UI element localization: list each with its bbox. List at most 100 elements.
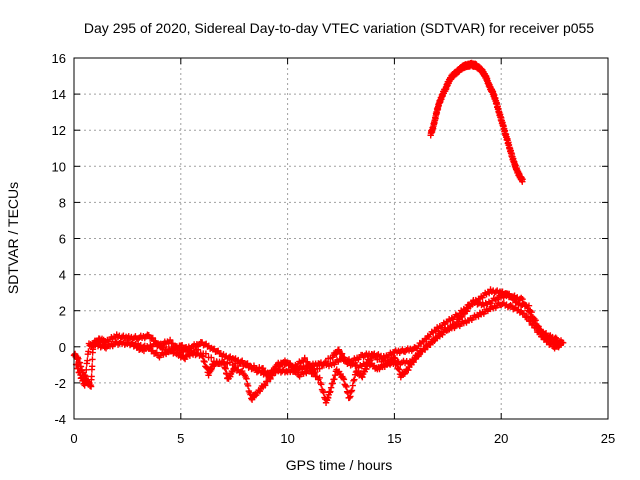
data-point [320,389,327,396]
data-point [268,372,276,379]
x-axis-label: GPS time / hours [286,457,393,473]
data-point [82,373,89,380]
data-point [331,375,338,383]
y-tick-label: 4 [59,268,66,283]
data-point [153,349,160,356]
data-point [308,362,315,370]
data-point [327,388,334,395]
data-point [200,357,207,365]
data-point [202,363,210,371]
grid-layer [74,58,608,419]
data-point [557,341,565,348]
points-layer [70,59,567,406]
data-point [89,356,96,363]
data-point [87,383,95,390]
data-point [553,335,560,343]
y-tick-label: 10 [52,159,66,174]
data-point [452,321,459,329]
data-point [312,368,319,376]
data-point [519,176,526,183]
data-point [340,376,348,383]
data-point [344,389,352,397]
data-point [341,354,348,361]
series-lower-track-c [130,290,560,383]
y-tick-label: 12 [52,123,66,138]
data-point [318,381,325,388]
data-point [548,340,556,347]
chart-title: Day 295 of 2020, Sidereal Day-to-day VTE… [84,20,594,36]
data-point [304,358,311,366]
data-point [346,394,353,401]
data-point [88,363,96,370]
x-tick-label: 0 [70,431,77,446]
data-point [276,363,284,370]
series-lower-track-b [72,299,565,406]
x-tick-label: 15 [387,431,401,446]
data-point [552,334,559,341]
data-point [405,366,412,374]
data-point [348,387,356,394]
data-point [329,380,336,387]
data-point [518,294,525,302]
data-point [542,329,550,337]
data-point [244,382,252,389]
x-tick-label: 5 [177,431,184,446]
data-point [84,357,91,364]
data-point [532,317,539,324]
data-point [169,340,176,347]
data-point [347,393,354,400]
data-point [201,358,208,366]
data-point [85,348,92,355]
data-point [322,358,330,366]
y-axis-label: SDTVAR / TECUs [5,182,21,294]
ticks-layer: 0 5 10 15 20 25 -4 -2 0 2 4 6 8 10 12 14 16 [52,51,616,446]
data-point [459,313,466,321]
data-point [319,387,327,395]
data-point [316,374,323,382]
data-point [363,366,370,373]
data-point [275,366,282,374]
data-point [194,346,202,353]
data-point [468,300,475,307]
data-point [243,375,250,382]
data-point [528,309,535,316]
data-point [342,382,349,389]
y-tick-label: -4 [54,412,66,427]
data-point [301,354,308,362]
data-point [261,382,269,389]
data-point [339,375,347,382]
series-upper-arc [427,59,526,185]
y-tick-label: 0 [59,340,66,355]
y-tick-label: 8 [59,195,66,210]
data-point [320,362,328,369]
data-point [395,365,402,373]
data-point [396,366,403,373]
data-point [415,351,423,358]
data-point [327,384,335,391]
data-point [335,346,343,353]
data-point [525,302,533,309]
data-point [519,295,526,303]
x-tick-label: 20 [494,431,508,446]
data-point [347,388,355,395]
data-point [272,369,279,376]
data-point [267,375,274,383]
data-point [351,376,358,383]
data-point [507,301,514,309]
x-tick-label: 25 [601,431,615,446]
data-point [81,382,88,389]
data-point [343,383,350,391]
data-point [88,373,95,380]
data-point [166,336,174,344]
y-tick-label: -2 [54,376,66,391]
y-tick-label: 6 [59,232,66,247]
data-point [359,373,366,381]
data-point [530,320,537,327]
data-point [83,366,90,374]
data-point [265,370,272,377]
y-tick-label: 14 [52,87,66,102]
data-point [349,382,356,389]
data-point [316,365,323,372]
data-point [350,377,357,384]
